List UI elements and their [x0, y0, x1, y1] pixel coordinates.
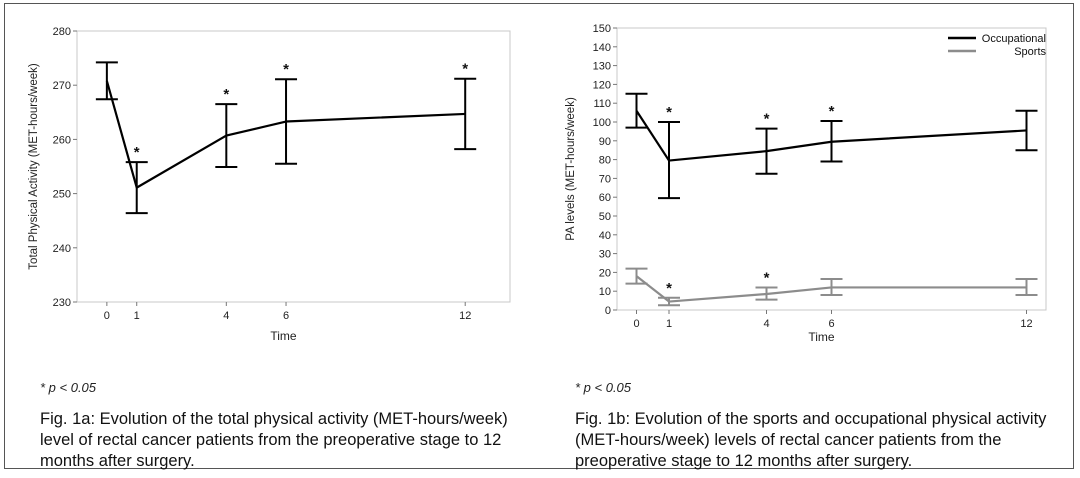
y-axis-label: Total Physical Activity (MET-hours/week) — [28, 63, 40, 270]
x-axis-label: Time — [270, 329, 297, 343]
significance-star: * — [764, 269, 770, 286]
x-tick-label: 4 — [763, 318, 769, 330]
x-tick-label: 0 — [104, 310, 110, 322]
y-tick-label: 50 — [599, 211, 611, 223]
significance-star: * — [666, 104, 672, 121]
y-tick-label: 150 — [593, 23, 611, 35]
y-tick-label: 260 — [53, 134, 71, 146]
x-tick-label: 1 — [666, 318, 672, 330]
caption-fig-1a: Fig. 1a: Evolution of the total physical… — [40, 410, 508, 470]
series-sports: ** — [625, 267, 1038, 307]
y-tick-label: 280 — [53, 26, 71, 38]
y-tick-label: 0 — [605, 305, 611, 317]
significance-star: * — [829, 103, 835, 120]
x-tick-label: 4 — [223, 310, 229, 322]
y-axis-label: PA levels (MET-hours/week) — [565, 97, 577, 241]
x-tick-label: 12 — [1020, 318, 1032, 330]
y-tick-label: 60 — [599, 192, 611, 204]
series-total: * * * * — [95, 61, 477, 215]
legend-label: Occupational — [982, 33, 1046, 45]
x-tick-label: 1 — [134, 310, 140, 322]
y-tick-label: 230 — [53, 297, 71, 309]
y-tick-label: 110 — [593, 98, 611, 110]
y-tick-label: 30 — [599, 249, 611, 261]
significance-star: * — [134, 144, 140, 161]
y-tick-label: 140 — [593, 42, 611, 54]
significance-star: * — [462, 61, 468, 78]
x-tick-label: 6 — [283, 310, 289, 322]
plot-area-fig1a — [76, 30, 511, 303]
y-tick-label: 100 — [593, 117, 611, 129]
y-tick-label: 80 — [599, 155, 611, 167]
y-tick-label: 120 — [593, 79, 611, 91]
y-tick-label: 10 — [599, 286, 611, 298]
y-tick-label: 240 — [53, 243, 71, 255]
significance-note-left: * p < 0.05 — [40, 380, 97, 395]
chart-fig1b: 0 10 20 30 40 50 60 70 80 90 100 110 120 130 140 150 0 1 4… — [565, 23, 1047, 344]
x-tick-label: 0 — [633, 318, 639, 330]
significance-star: * — [223, 86, 229, 103]
x-axis-label: Time — [808, 330, 835, 344]
plot-area-fig1b — [616, 27, 1047, 311]
legend-label: Sports — [1014, 46, 1046, 58]
significance-star: * — [666, 280, 672, 297]
x-tick-label: 6 — [828, 318, 834, 330]
significance-note-right: * p < 0.05 — [575, 380, 632, 395]
chart-fig1a: 230 240 250 260 270 280 0 1 4 6 12 Time Total Physic… — [28, 26, 511, 343]
significance-star: * — [283, 61, 289, 78]
y-tick-label: 90 — [599, 136, 611, 148]
y-tick-label: 270 — [53, 80, 71, 92]
series-occupational: * * * — [625, 92, 1038, 200]
y-tick-label: 70 — [599, 173, 611, 185]
y-tick-label: 130 — [593, 61, 611, 73]
y-tick-label: 20 — [599, 267, 611, 279]
y-tick-label: 250 — [53, 189, 71, 201]
x-tick-label: 12 — [459, 310, 471, 322]
y-tick-label: 40 — [599, 230, 611, 242]
significance-star: * — [764, 111, 770, 128]
caption-fig-1b: Fig. 1b: Evolution of the sports and occ… — [575, 410, 1047, 470]
figure-frame — [4, 3, 1074, 469]
